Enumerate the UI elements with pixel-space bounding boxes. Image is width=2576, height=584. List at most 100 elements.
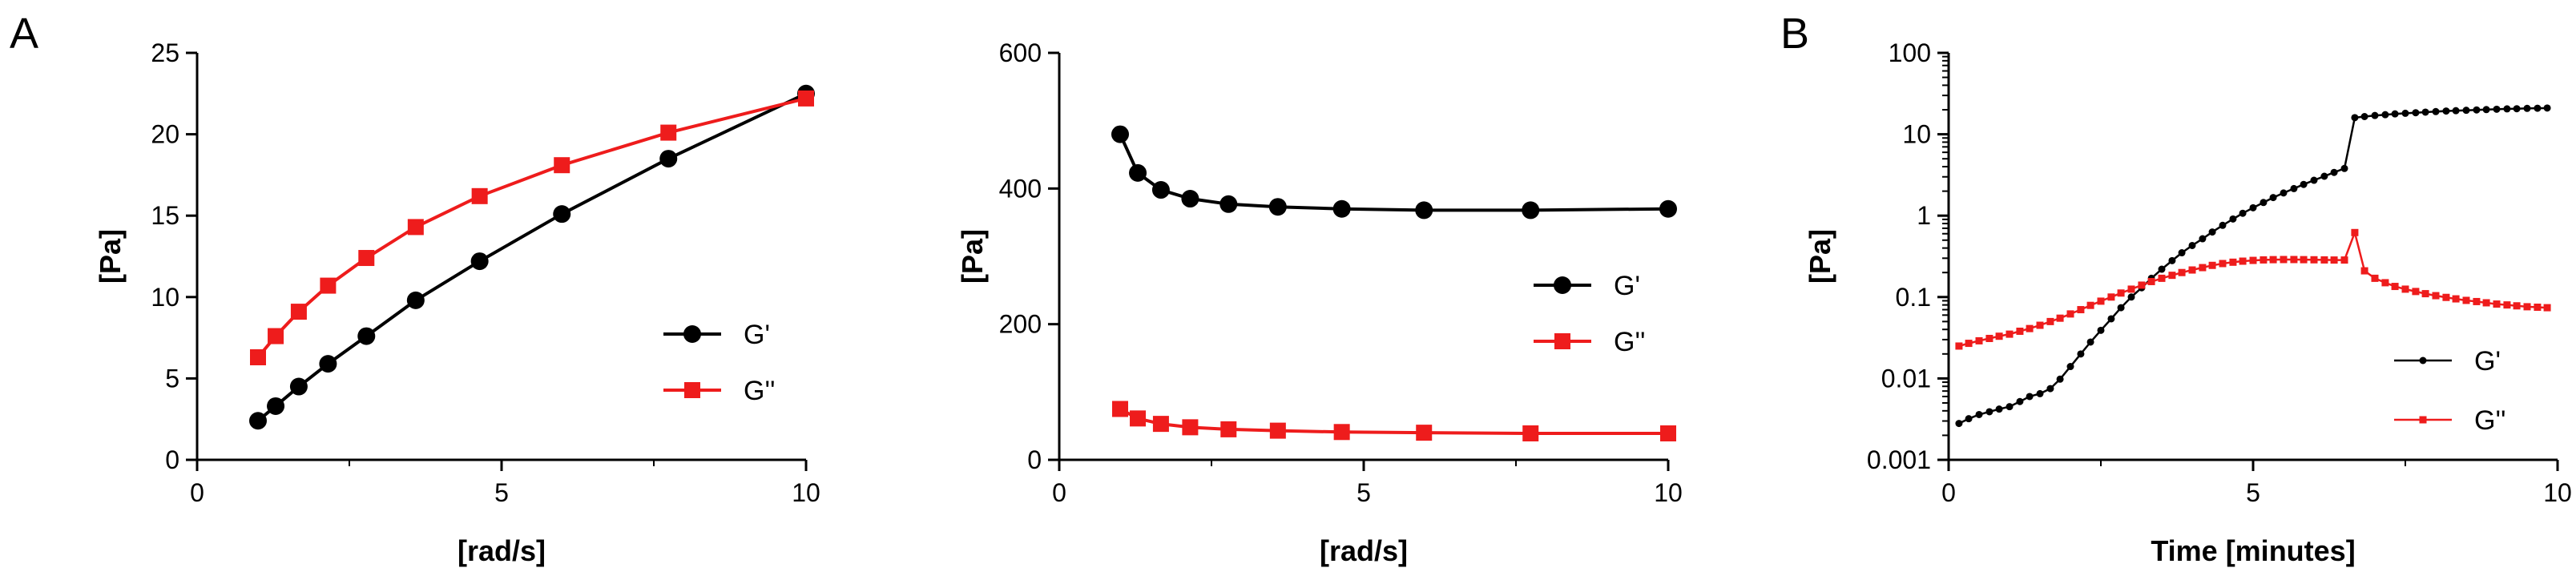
data-point [2107,293,2115,301]
legend-label: G' [2474,346,2501,377]
data-point [1955,342,1963,350]
data-point [2260,199,2268,207]
chart-time-sweep-log: 0.001 0.01 0.1 1 10 100 0 5 10 Time [minutes] [Pa]… [1804,38,2572,567]
data-point [2168,256,2176,264]
data-point [2219,260,2227,268]
legend-marker [683,325,701,343]
data-point [1219,195,1238,213]
y-tick-label: 0.001 [1867,445,1931,474]
data-point [2340,164,2348,172]
data-point [2056,314,2064,322]
data-point [2391,110,2399,118]
data-point [2097,297,2105,305]
data-point [2249,256,2257,264]
data-point [660,124,677,141]
data-point [1660,425,1676,441]
data-point [2117,289,2125,297]
data-point [2006,330,2014,338]
data-point [2543,104,2551,112]
data-point [2036,321,2044,329]
y-axis-label: [Pa] [94,229,127,284]
y-tick-label: 200 [999,310,1042,339]
data-point [2482,106,2490,114]
x-tick-label: 10 [2543,478,2572,507]
data-point [2462,296,2470,304]
data-point [2534,303,2542,311]
y-tick-label: 400 [999,174,1042,203]
data-point [2360,113,2368,121]
data-point [2026,393,2034,401]
data-point [2006,403,2014,411]
y-tick-label: 600 [999,38,1042,67]
data-point [2421,108,2429,116]
y-tick-label: 10 [151,283,179,312]
data-point [2503,301,2511,309]
data-point [2077,350,2085,358]
data-point [1415,201,1433,220]
data-point [2351,228,2359,236]
data-point [2493,300,2501,308]
data-point [2290,184,2298,192]
data-point [2432,292,2440,300]
legend-label: G'' [2474,405,2505,436]
data-point [2016,397,2024,405]
legend-label: G' [744,320,770,350]
data-point [2097,326,2105,334]
y-tick-label: 0.01 [1881,364,1931,393]
data-point [2513,105,2521,113]
data-point [406,291,425,309]
data-point [2046,317,2054,325]
chart-linear-modulus-high: 0 200 400 600 0 5 10 [rad/s] [Pa] G' G'' [956,38,1683,567]
x-axis-label: Time [minutes] [2151,534,2355,567]
data-point [319,355,337,373]
data-point [2127,293,2135,301]
data-point [249,412,267,430]
x-tick-label: 5 [2246,478,2260,507]
data-point [268,328,284,344]
data-point [1151,181,1170,199]
data-point [358,250,375,267]
data-point [1268,198,1287,216]
y-tick-label: 25 [151,38,179,67]
data-point [2523,303,2531,311]
data-point [2036,389,2044,397]
data-point [2229,258,2237,266]
y-tick-label: 0 [1027,445,1042,474]
legend-marker [1554,333,1570,349]
data-point [2219,221,2227,229]
x-tick-label: 0 [1941,478,1956,507]
data-point [2351,114,2359,122]
data-point [2473,106,2481,114]
x-tick-label: 0 [190,478,204,507]
data-point [1955,420,1963,428]
legend-marker [2419,416,2427,424]
data-point [2016,327,2024,335]
series-line-g-double-prime [1958,229,2548,348]
data-point [2239,257,2247,265]
data-point [2371,274,2379,282]
data-point [2432,107,2440,115]
data-point [1333,424,1350,441]
y-tick-label: 15 [151,201,179,230]
data-point [2473,297,2481,305]
data-point [2208,261,2216,269]
data-point [2260,256,2268,264]
series-line-g-prime [256,91,807,422]
data-point [2513,302,2521,310]
data-point [1152,416,1169,433]
data-point [2107,315,2115,323]
data-point [659,150,678,168]
data-point [1995,405,2003,413]
data-point [2147,277,2155,285]
data-point [2249,203,2257,211]
x-tick-label: 5 [1357,478,1371,507]
data-point [553,205,571,224]
y-axis-label: [Pa] [1804,229,1836,284]
legend-label: G'' [1614,327,1645,357]
data-point [2442,107,2450,115]
data-point [2401,285,2409,293]
data-point [2543,304,2551,312]
legend-marker [684,382,700,398]
data-point [2188,241,2196,249]
data-point [2401,109,2409,117]
